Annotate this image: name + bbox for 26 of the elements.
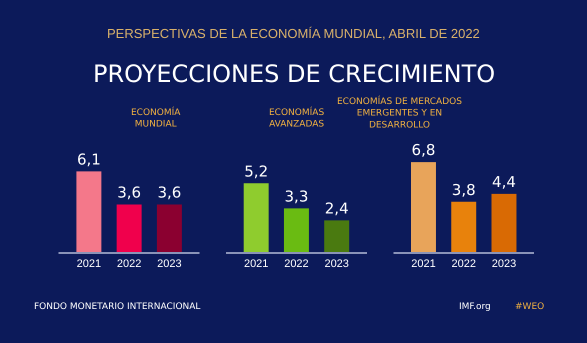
x-tick-label: 2023 xyxy=(157,258,182,270)
text: #WEO xyxy=(515,302,544,312)
data-label: 2,4 xyxy=(324,199,349,218)
data-label: 6,8 xyxy=(412,141,436,160)
x-tick-label: 2022 xyxy=(116,258,142,270)
x-tick-label: 2021 xyxy=(244,258,268,270)
data-label: 6,1 xyxy=(76,150,101,168)
data-label: 3,6 xyxy=(157,183,182,202)
data-label: 4,4 xyxy=(492,172,516,191)
x-tick-label: 2023 xyxy=(492,258,516,270)
x-tick-label: 2021 xyxy=(411,258,436,270)
x-tick-label: 2021 xyxy=(76,258,102,270)
chart-title: ECONOMÍAS AVANZADAS xyxy=(269,106,324,130)
chart-title: ECONOMÍAS DE MERCADOS EMERGENTES Y EN DESARROLLO xyxy=(337,95,462,130)
x-tick-label: 2023 xyxy=(324,258,349,270)
data-label: 3,8 xyxy=(452,180,476,199)
text: PERSPECTIVAS DE LA ECONOMÍA MUNDIAL, ABRIL DE 2022 xyxy=(107,26,480,41)
x-tick-label: 2022 xyxy=(284,258,309,270)
data-label: 5,2 xyxy=(244,162,268,180)
data-label: 3,3 xyxy=(284,187,308,206)
text: IMF.org xyxy=(459,302,491,312)
x-tick-label: 2022 xyxy=(451,258,476,270)
chart-title: ECONOMÍA MUNDIAL xyxy=(131,106,182,130)
text: FONDO MONETARIO INTERNACIONAL xyxy=(34,302,200,312)
data-label: 3,6 xyxy=(117,183,142,202)
text: PROYECCIONES DE CRECIMIENTO xyxy=(93,60,496,88)
